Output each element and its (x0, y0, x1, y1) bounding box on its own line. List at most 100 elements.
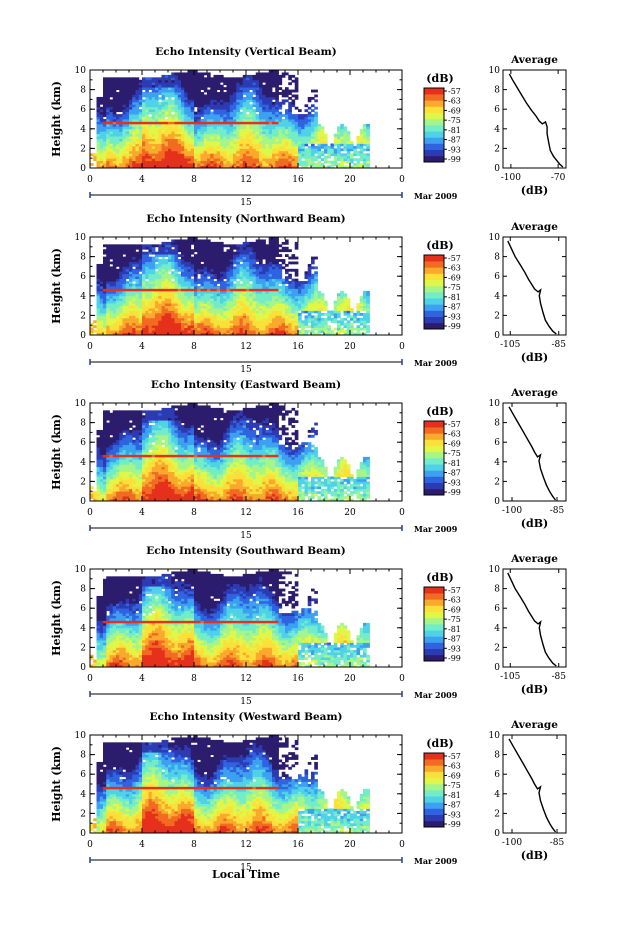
heatmap-cell (200, 312, 205, 316)
heatmap-cell (226, 268, 231, 272)
heatmap-cell (187, 82, 192, 86)
heatmap-cell (132, 143, 136, 147)
heatmap-cell (119, 283, 123, 287)
heatmap-cell (164, 119, 169, 122)
heatmap-cell (132, 96, 136, 100)
heatmap-cell (129, 133, 133, 137)
heatmap-cell (122, 278, 127, 282)
heatmap-cell (181, 281, 185, 284)
heatmap-cell (346, 160, 351, 164)
heatmap-cell (197, 114, 201, 117)
heatmap-cell (275, 298, 279, 302)
heatmap-cell (281, 315, 286, 319)
heatmap-cell (226, 256, 231, 260)
heatmap-cell (135, 119, 140, 122)
heatmap-cell (122, 263, 127, 267)
heatmap-cell (106, 153, 110, 157)
heatmap-cell (171, 322, 175, 326)
heatmap-cell (171, 138, 175, 142)
heatmap-cell (197, 72, 201, 76)
heatmap-cell (155, 84, 159, 88)
heatmap-cell (119, 160, 123, 164)
heatmap-cell (116, 123, 120, 127)
heatmap-cell (106, 327, 110, 331)
heatmap-cell (116, 148, 120, 152)
heatmap-cell (187, 79, 192, 83)
heatmap-cell (155, 89, 159, 93)
heatmap-cell (278, 116, 283, 120)
heatmap-cell (99, 303, 104, 306)
heatmap-cell (246, 114, 250, 117)
heatmap-cell (174, 114, 179, 117)
heatmap-cell (164, 138, 169, 142)
heatmap-cell (242, 283, 247, 287)
heatmap-cell (366, 123, 370, 127)
heatmap-cell (285, 305, 289, 309)
heatmap-cell (268, 123, 273, 127)
heatmap-cell (242, 109, 247, 113)
heatmap-cell (340, 141, 344, 144)
heatmap-cell (106, 106, 110, 110)
heatmap-cell (135, 145, 140, 149)
heatmap-cell (200, 298, 205, 302)
heatmap-cell (142, 145, 146, 149)
heatmap-cell (181, 254, 185, 257)
heatmap-cell (129, 293, 133, 297)
heatmap-cell (93, 153, 97, 157)
heatmap-cell (112, 136, 117, 139)
heatmap-cell (236, 92, 240, 95)
heatmap-cell (135, 281, 140, 284)
heatmap-cell (272, 317, 276, 321)
heatmap-cell (106, 303, 110, 306)
heatmap-cell (103, 303, 107, 306)
heatmap-cell (155, 332, 159, 336)
heatmap-cell (242, 322, 247, 326)
heatmap-cell (99, 111, 104, 115)
heatmap-cell (291, 116, 296, 120)
heatmap-cell (200, 315, 205, 319)
heatmap-cell (194, 136, 198, 139)
heatmap-cell (112, 150, 117, 154)
heatmap-cell (272, 104, 276, 108)
heatmap-cell (259, 114, 263, 117)
heatmap-cell (275, 138, 279, 142)
heatmap-cell (242, 150, 247, 154)
heatmap-cell (112, 153, 117, 157)
heatmap-cell (220, 283, 224, 287)
heatmap-cell (226, 119, 231, 122)
heatmap-cell (333, 133, 338, 137)
heatmap-cell (174, 133, 179, 137)
heatmap-cell (207, 249, 211, 253)
heatmap-cell (272, 271, 276, 275)
heatmap-cell (317, 131, 322, 135)
heatmap-cell (239, 246, 244, 250)
heatmap-cell (190, 123, 195, 127)
heatmap-cell (177, 286, 182, 289)
heatmap-cell (210, 317, 214, 321)
heatmap-cell (161, 251, 166, 255)
heatmap-cell (246, 158, 250, 162)
heatmap-cell (99, 158, 104, 162)
heatmap-cell (145, 256, 149, 260)
heatmap-cell (109, 136, 114, 139)
heatmap-cell (249, 109, 253, 113)
heatmap-cell (138, 317, 143, 321)
heatmap-cell (268, 72, 273, 76)
heatmap-cell (233, 273, 237, 277)
heatmap-cell (109, 155, 114, 159)
heatmap-cell (265, 332, 270, 336)
heatmap-cell (246, 256, 250, 260)
heatmap-cell (272, 330, 276, 333)
heatmap-cell (229, 99, 234, 103)
heatmap-cell (233, 82, 237, 86)
heatmap-cell (135, 305, 140, 309)
heatmap-cell (148, 278, 153, 282)
heatmap-cell (242, 312, 247, 316)
heatmap-cell (187, 241, 192, 245)
heatmap-cell (246, 286, 250, 289)
heatmap-cell (158, 320, 162, 324)
heatmap-cell (255, 106, 260, 110)
heatmap-cell (298, 126, 302, 130)
heatmap-cell (125, 259, 130, 262)
